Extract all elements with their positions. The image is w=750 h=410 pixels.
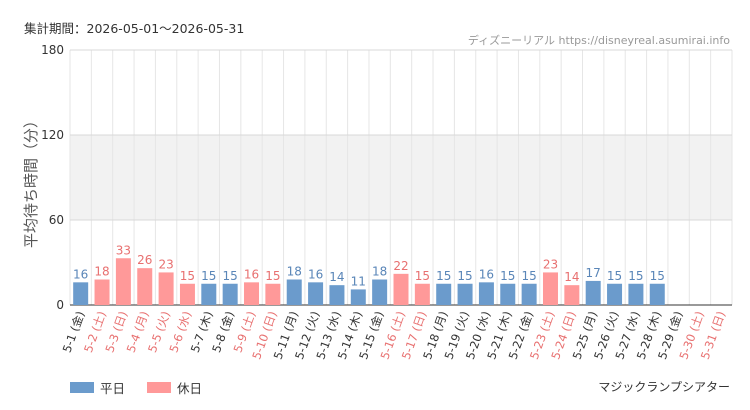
y-tick-label: 120 bbox=[41, 128, 64, 142]
bar bbox=[500, 283, 516, 305]
bar-value-label: 18 bbox=[287, 265, 302, 279]
bar-value-label: 16 bbox=[479, 267, 494, 281]
bar-value-label: 15 bbox=[415, 269, 430, 283]
bar-value-label: 15 bbox=[500, 269, 515, 283]
bar bbox=[73, 282, 89, 305]
bar-value-label: 33 bbox=[116, 243, 131, 257]
bar bbox=[286, 279, 302, 305]
bar bbox=[244, 282, 260, 305]
legend-swatch-weekday bbox=[70, 382, 94, 393]
bar-value-label: 15 bbox=[650, 269, 665, 283]
bar-value-label: 15 bbox=[201, 269, 216, 283]
bar bbox=[201, 283, 217, 305]
legend-item-weekday[interactable]: 平日 bbox=[70, 378, 125, 397]
period-label: 集計期間：2026-05-01～2026-05-31 bbox=[24, 21, 245, 36]
bar-value-label: 14 bbox=[564, 270, 579, 284]
plot-band bbox=[70, 135, 732, 220]
bar bbox=[179, 283, 195, 305]
bar bbox=[457, 283, 473, 305]
bar-value-label: 23 bbox=[543, 257, 558, 271]
y-tick-label: 180 bbox=[41, 43, 64, 57]
bar-value-label: 17 bbox=[586, 266, 601, 280]
bar bbox=[628, 283, 644, 305]
y-tick-label: 60 bbox=[49, 213, 64, 227]
bar bbox=[308, 282, 324, 305]
bar-value-label: 22 bbox=[393, 259, 408, 273]
bar bbox=[585, 280, 601, 305]
attraction-name: マジックランプシアター bbox=[598, 380, 730, 394]
bar bbox=[649, 283, 665, 305]
bar-value-label: 11 bbox=[351, 274, 366, 288]
bar bbox=[222, 283, 238, 305]
bar-value-label: 15 bbox=[265, 269, 280, 283]
source-label: ディズニーリアル https://disneyreal.asumirai.inf… bbox=[467, 34, 730, 47]
bar-value-label: 15 bbox=[223, 269, 238, 283]
bar bbox=[350, 289, 366, 305]
bar-value-label: 15 bbox=[180, 269, 195, 283]
bar-value-label: 18 bbox=[372, 265, 387, 279]
legend-swatch-holiday bbox=[147, 382, 172, 393]
legend-label-weekday: 平日 bbox=[100, 381, 126, 396]
bar bbox=[372, 279, 388, 305]
bar bbox=[265, 283, 281, 305]
legend: 平日 休日 bbox=[70, 378, 202, 397]
bar bbox=[414, 283, 430, 305]
bar bbox=[564, 285, 580, 305]
legend-item-holiday[interactable]: 休日 bbox=[147, 378, 202, 397]
bar-value-label: 23 bbox=[158, 257, 173, 271]
bar bbox=[521, 283, 537, 305]
bar bbox=[94, 279, 110, 305]
bar bbox=[393, 273, 409, 305]
bar-value-label: 18 bbox=[94, 265, 109, 279]
bar-value-label: 16 bbox=[73, 267, 88, 281]
bar bbox=[607, 283, 623, 305]
bar-value-label: 15 bbox=[628, 269, 643, 283]
bar bbox=[115, 258, 131, 305]
bar-value-label: 16 bbox=[308, 267, 323, 281]
bar bbox=[436, 283, 452, 305]
bar bbox=[542, 272, 558, 305]
y-tick-label: 0 bbox=[56, 298, 64, 312]
bar-value-label: 15 bbox=[436, 269, 451, 283]
bar-value-label: 26 bbox=[137, 253, 152, 267]
bar bbox=[329, 285, 345, 305]
bar-value-label: 16 bbox=[244, 267, 259, 281]
bar-value-label: 15 bbox=[457, 269, 472, 283]
bar bbox=[137, 268, 153, 305]
bar-value-label: 15 bbox=[521, 269, 536, 283]
bar bbox=[158, 272, 174, 305]
bar bbox=[478, 282, 494, 305]
bar-value-label: 15 bbox=[607, 269, 622, 283]
legend-label-holiday: 休日 bbox=[177, 381, 203, 396]
bar-value-label: 14 bbox=[329, 270, 344, 284]
